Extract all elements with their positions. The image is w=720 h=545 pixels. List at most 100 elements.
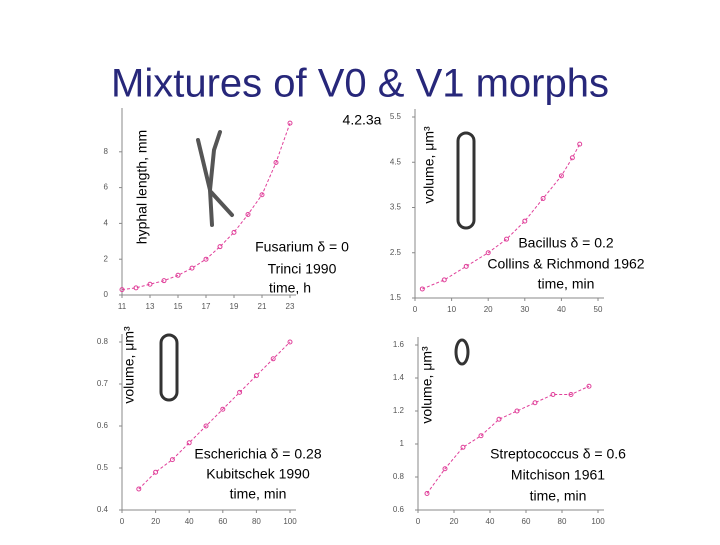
ecoli-drawing — [159, 333, 179, 402]
data-point — [442, 466, 448, 472]
fit-line — [138, 341, 291, 490]
fit-line — [422, 143, 581, 290]
y-tick-label: 6 — [104, 183, 109, 192]
x-tick-label: 0 — [120, 517, 125, 526]
data-point — [586, 383, 592, 389]
data-point — [550, 392, 556, 397]
x-tick-label: 60 — [218, 517, 227, 526]
x-tick-label: 20 — [484, 305, 493, 314]
y-axis-label: volume, μm³ — [419, 346, 435, 424]
data-point — [496, 416, 502, 422]
data-point — [153, 469, 159, 475]
x-tick-label: 50 — [594, 305, 603, 314]
annotation: Streptococcus δ = 0.6 — [490, 446, 626, 462]
x-tick-label: 15 — [174, 302, 183, 311]
y-tick-label: 1.2 — [393, 406, 405, 415]
x-tick-label: 40 — [185, 517, 194, 526]
data-point — [119, 287, 125, 293]
data-point — [287, 120, 293, 126]
x-tick-label: 80 — [252, 517, 261, 526]
y-tick-label: 4.5 — [390, 157, 402, 166]
y-tick-label: 0.8 — [97, 337, 109, 346]
data-point — [460, 444, 466, 450]
x-tick-label: 13 — [146, 302, 155, 311]
x-tick-label: 20 — [450, 517, 459, 526]
y-tick-label: 1.6 — [393, 340, 405, 349]
data-point — [287, 339, 293, 345]
y-tick-label: 0.5 — [97, 463, 109, 472]
y-tick-label: 0.8 — [393, 472, 405, 481]
fit-line — [121, 122, 291, 291]
y-axis-label: volume, μm³ — [421, 126, 437, 204]
y-tick-label: 2.5 — [390, 248, 402, 257]
bacillus-drawing — [456, 131, 476, 230]
data-point — [558, 173, 564, 179]
slide-title: Mixtures of V0 & V1 morphs — [111, 62, 609, 106]
x-tick-label: 40 — [486, 517, 495, 526]
data-point — [245, 211, 251, 217]
x-tick-label: 10 — [447, 305, 456, 314]
x-tick-label: 11 — [118, 302, 127, 311]
data-point — [259, 192, 265, 198]
data-point — [532, 400, 538, 406]
y-tick-label: 2 — [104, 254, 109, 263]
x-tick-label: 0 — [413, 305, 418, 314]
x-tick-label: 19 — [230, 302, 239, 311]
x-tick-label: 20 — [151, 517, 160, 526]
x-tick-label: 100 — [283, 517, 297, 526]
y-tick-label: 4 — [104, 219, 109, 228]
y-tick-label: 0.7 — [97, 379, 109, 388]
x-tick-label: 0 — [416, 517, 421, 526]
data-point — [441, 277, 447, 283]
x-tick-label: 80 — [558, 517, 567, 526]
annotation: Collins & Richmond 1962 — [487, 256, 644, 272]
annotation: Escherichia δ = 0.28 — [194, 446, 321, 462]
data-point — [175, 272, 181, 278]
slide-label: 4.2.3a — [343, 112, 382, 128]
data-point — [237, 389, 243, 395]
data-point — [203, 423, 209, 429]
data-point — [169, 457, 175, 463]
x-tick-label: 17 — [202, 302, 211, 311]
y-tick-label: 0.6 — [97, 421, 109, 430]
x-tick-label: 30 — [520, 305, 529, 314]
data-point — [186, 440, 192, 446]
data-point — [577, 141, 583, 147]
streptococcus-drawing — [454, 338, 470, 366]
data-point — [220, 406, 226, 412]
y-tick-label: 0.4 — [97, 505, 109, 514]
data-point — [463, 263, 469, 269]
data-point — [568, 392, 574, 397]
data-point — [540, 195, 546, 201]
data-point — [522, 218, 528, 224]
data-point — [189, 265, 195, 271]
x-tick-label: 23 — [286, 302, 295, 311]
x-tick-label: 21 — [258, 302, 267, 311]
y-tick-label: 3.5 — [390, 203, 402, 212]
y-axis-label: volume, μm³ — [121, 326, 137, 404]
y-tick-label: 0 — [104, 290, 109, 299]
y-tick-label: 8 — [104, 147, 109, 156]
y-tick-label: 0.6 — [393, 505, 405, 514]
data-point — [569, 155, 575, 161]
data-point — [136, 486, 142, 492]
data-point — [231, 229, 237, 235]
data-point — [147, 281, 153, 287]
data-point — [133, 285, 139, 291]
data-point — [514, 408, 520, 414]
x-tick-label: 60 — [522, 517, 531, 526]
x-tick-label: 40 — [557, 305, 566, 314]
y-tick-label: 1 — [400, 439, 405, 448]
annotation: Bacillus δ = 0.2 — [518, 235, 614, 251]
data-point — [203, 256, 209, 262]
data-point — [253, 373, 259, 379]
data-point — [217, 244, 223, 250]
data-point — [419, 286, 425, 292]
x-tick-label: 100 — [591, 517, 605, 526]
annotation: Trinci 1990 — [268, 261, 337, 277]
data-point — [273, 160, 279, 166]
annotation: time, min — [530, 488, 587, 504]
data-point — [424, 491, 430, 496]
y-tick-label: 1.5 — [390, 293, 402, 302]
